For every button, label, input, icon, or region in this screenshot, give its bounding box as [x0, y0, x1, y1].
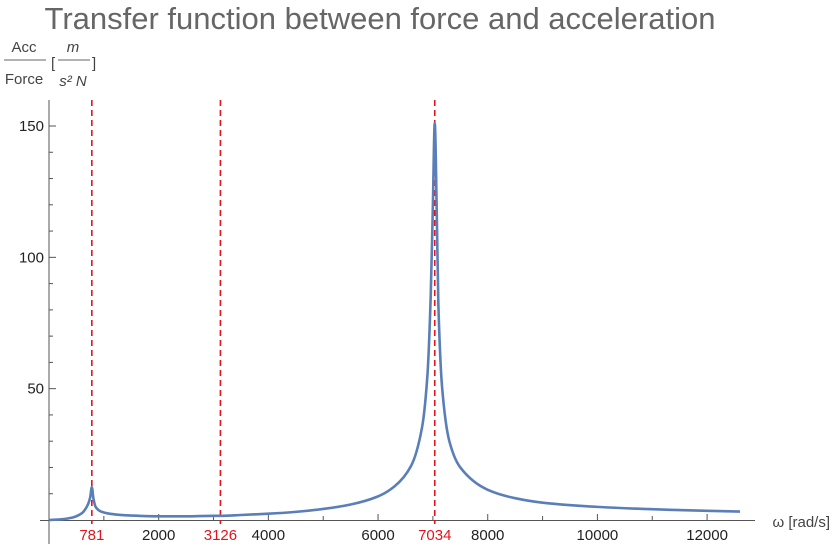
- x-tick-label: 2000: [142, 527, 175, 544]
- resonance-markers: 781 3126 7034: [79, 100, 451, 544]
- x-axis-label: ω [rad/s]: [772, 514, 830, 531]
- x-tick-label: 8000: [471, 527, 504, 544]
- y-tick-label: 150: [19, 118, 44, 135]
- y-label-denominator: Force: [5, 71, 43, 88]
- x-tick-label: 12000: [686, 527, 728, 544]
- y-label-unit-denominator: s² N: [59, 73, 87, 90]
- y-axis-ticks: 50 100 150: [19, 118, 56, 495]
- x-tick-label: 6000: [361, 527, 394, 544]
- marker-label: 7034: [418, 527, 451, 544]
- marker-label: 781: [79, 527, 104, 544]
- y-label-numerator: Acc: [11, 39, 37, 56]
- x-tick-label: 4000: [252, 527, 285, 544]
- marker-label: 3126: [204, 527, 237, 544]
- y-label-unit-close: ]: [92, 55, 96, 72]
- series-line: [48, 122, 741, 522]
- x-axis-ticks: 2000 4000 6000 8000 10000 12000: [103, 514, 728, 544]
- y-tick-label: 100: [19, 249, 44, 266]
- y-label-unit-open: [: [51, 55, 56, 72]
- y-axis-label: Acc Force [ m s² N ]: [4, 39, 96, 90]
- x-tick-label: 10000: [577, 527, 619, 544]
- chart-title: Transfer function between force and acce…: [45, 1, 716, 36]
- y-label-unit-numerator: m: [67, 39, 80, 56]
- y-tick-label: 50: [27, 381, 44, 398]
